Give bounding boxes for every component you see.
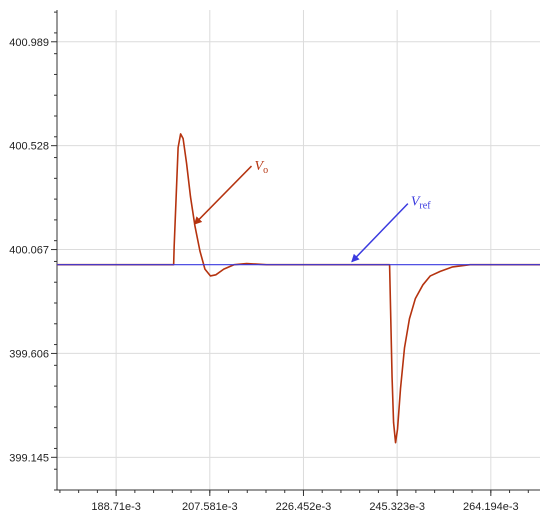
x-tick-labels: 188.71e-3 207.581e-3 226.452e-3 245.323e-3 2… bbox=[91, 501, 518, 513]
grid-lines bbox=[57, 10, 540, 490]
vo-annotation-subscript: o bbox=[263, 165, 268, 176]
annotations: Vo Vref bbox=[193, 159, 431, 263]
x-tick-label: 264.194e-3 bbox=[463, 501, 519, 513]
vref-annotation-arrow bbox=[351, 203, 409, 263]
x-tick-label: 207.581e-3 bbox=[182, 501, 238, 513]
y-tick-label: 400.989 bbox=[9, 37, 49, 49]
vref-annotation-label: Vref bbox=[411, 195, 431, 212]
plot-axes bbox=[51, 10, 540, 496]
y-tick-label: 399.145 bbox=[9, 452, 49, 464]
x-tick-label: 226.452e-3 bbox=[276, 501, 332, 513]
vref-annotation-subscript: ref bbox=[419, 201, 431, 212]
vo-annotation-label: Vo bbox=[255, 159, 269, 176]
series-line-vo bbox=[57, 133, 540, 444]
y-tick-label: 400.067 bbox=[9, 245, 49, 257]
x-tick-label: 245.323e-3 bbox=[369, 501, 425, 513]
x-tick-label: 188.71e-3 bbox=[91, 501, 141, 513]
y-tick-labels: 400.989 400.528 400.067 399.606 399.145 bbox=[9, 37, 49, 465]
y-tick-label: 399.606 bbox=[9, 348, 49, 360]
series-lines bbox=[57, 133, 540, 444]
vo-annotation-arrow bbox=[193, 165, 253, 225]
y-tick-label: 400.528 bbox=[9, 141, 49, 153]
